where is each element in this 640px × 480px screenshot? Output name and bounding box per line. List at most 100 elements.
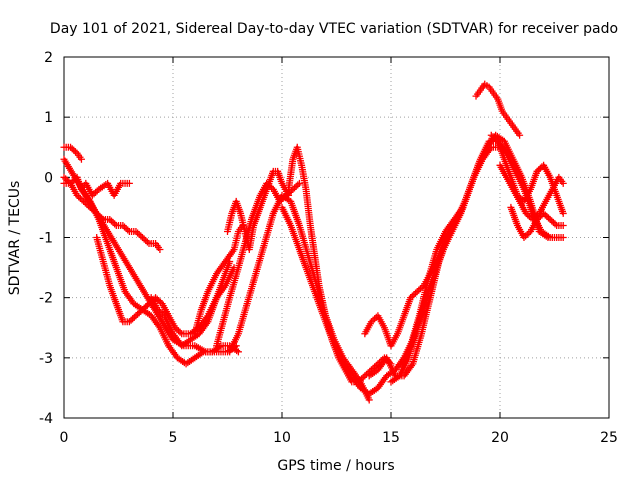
data-point (559, 221, 567, 229)
data-point (264, 181, 272, 189)
data-point (63, 176, 71, 184)
data-point (489, 133, 497, 141)
data-series (60, 80, 567, 404)
data-point (418, 283, 426, 291)
y-tick-labels: -4 -3 -2 -1 0 1 2 (39, 50, 53, 427)
data-point (365, 396, 373, 404)
series-sat-j (213, 179, 303, 350)
data-point (533, 215, 541, 223)
y-tick-label: -3 (39, 351, 53, 367)
data-point (155, 297, 163, 305)
data-point (263, 179, 271, 187)
data-point (415, 286, 423, 294)
data-point (533, 167, 541, 175)
y-tick-label: -1 (39, 231, 53, 247)
axis-ticks (63, 56, 610, 419)
data-point (138, 234, 146, 241)
data-point (292, 182, 300, 190)
data-point (78, 196, 86, 204)
data-point (76, 194, 84, 202)
data-point (358, 375, 366, 383)
data-point (540, 209, 548, 217)
data-point (92, 188, 100, 196)
data-point (268, 184, 276, 192)
data-point (410, 291, 418, 299)
data-point (142, 237, 150, 245)
data-point (535, 166, 543, 174)
x-tick-label: 0 (60, 430, 69, 446)
data-point (559, 179, 567, 187)
data-point (130, 313, 138, 321)
y-tick-label: -4 (39, 411, 53, 427)
y-tick-label: -2 (39, 291, 53, 307)
y-tick-label: 2 (44, 50, 53, 66)
data-point (122, 224, 130, 232)
series-sat-s (487, 131, 567, 217)
x-tick-labels: 0 5 10 15 20 25 (60, 430, 618, 446)
data-point (535, 214, 543, 222)
data-point (111, 220, 119, 228)
data-point (132, 312, 140, 320)
y-tick-label: 1 (44, 110, 53, 126)
x-tick-label: 10 (273, 430, 291, 446)
data-point (523, 230, 531, 238)
data-point (124, 226, 132, 234)
chart-title: Day 101 of 2021, Sidereal Day-to-day VTE… (50, 21, 618, 37)
data-point (369, 316, 377, 324)
data-point (138, 306, 146, 314)
data-point (551, 220, 559, 228)
data-point (156, 298, 164, 306)
data-point (88, 191, 96, 199)
data-point (546, 215, 554, 223)
data-point (75, 193, 83, 201)
data-point (65, 178, 73, 186)
data-point (125, 179, 133, 187)
data-point (516, 131, 524, 139)
data-point (548, 217, 556, 225)
data-point (154, 306, 162, 314)
data-point (71, 148, 79, 156)
data-point (234, 348, 242, 356)
data-point (90, 190, 98, 198)
data-point (407, 294, 415, 302)
data-point (70, 146, 78, 154)
data-point (109, 218, 117, 226)
data-point (549, 218, 557, 226)
data-point (140, 304, 148, 312)
data-point (294, 181, 302, 189)
data-point (525, 212, 533, 220)
x-tick-label: 20 (491, 430, 509, 446)
data-point (536, 164, 544, 172)
data-point (125, 318, 133, 326)
data-point (73, 191, 81, 199)
data-point (266, 182, 274, 190)
data-point (134, 310, 142, 318)
series-sat-h (191, 221, 247, 338)
data-point (522, 209, 530, 217)
series-sat-c (60, 143, 85, 163)
data-point (536, 212, 544, 220)
x-axis-label: GPS time / hours (277, 458, 394, 474)
data-point (120, 223, 128, 231)
data-point (412, 289, 420, 297)
data-point (174, 327, 182, 335)
data-point (135, 309, 143, 317)
data-point (132, 227, 140, 235)
data-point (67, 143, 75, 151)
data-point (135, 230, 143, 238)
data-point (413, 288, 421, 296)
data-point (137, 232, 145, 240)
data-point (559, 234, 567, 241)
data-point (492, 136, 500, 144)
data-point (107, 217, 115, 225)
data-point (62, 175, 70, 183)
data-point (520, 234, 528, 241)
data-point (156, 246, 164, 254)
data-point (159, 310, 167, 318)
data-point (60, 173, 68, 181)
data-point (559, 209, 567, 217)
data-point (543, 212, 551, 220)
x-tick-label: 15 (382, 430, 400, 446)
data-point (176, 328, 184, 336)
data-point (522, 232, 530, 240)
